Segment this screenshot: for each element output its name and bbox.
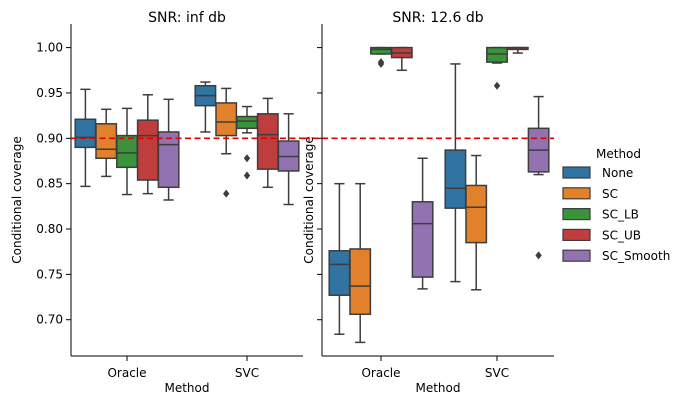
- panel-title-snr-12-6: SNR: 12.6 db: [392, 10, 483, 26]
- legend-label-none: None: [602, 166, 633, 180]
- y-tick-label: 0.80: [36, 222, 63, 236]
- box-sc-lb-oracle: [116, 107, 138, 196]
- box-sc-smooth-svc: [527, 95, 550, 260]
- y-tick-label: 1.00: [36, 41, 63, 55]
- y-axis-label-left: Conditional coverage: [10, 136, 24, 263]
- y-tick-label: 0.70: [36, 313, 63, 327]
- legend-swatch-sc-smooth: [562, 249, 591, 262]
- y-tick-label: 0.95: [36, 86, 63, 100]
- box-sc-oracle: [349, 182, 372, 344]
- outlier-point: [535, 251, 542, 260]
- legend-label-sc-ub: SC_UB: [602, 228, 641, 242]
- box-body: [236, 115, 258, 130]
- box-body: [157, 131, 180, 189]
- box-body: [136, 119, 159, 181]
- box-body: [256, 113, 279, 170]
- box-body: [328, 250, 351, 296]
- box-sc-svc: [465, 154, 488, 291]
- x-axis-label-left: Method: [164, 381, 209, 395]
- box-body: [116, 134, 138, 169]
- y-tick-label: 0.85: [36, 177, 63, 191]
- panel-snr-inf: SNR: inf db 0.70 0.75 0.80 0.85 0.90 0.95 1.00…: [10, 10, 303, 395]
- outlier-point: [223, 189, 230, 198]
- legend-label-sc: SC: [602, 187, 618, 201]
- panel-title-snr-inf: SNR: inf db: [148, 10, 226, 26]
- legend-label-sc-smooth: SC_Smooth: [602, 249, 670, 263]
- box-body: [370, 46, 392, 55]
- box-body: [486, 46, 508, 63]
- box-sc-ub-svc: [506, 46, 529, 54]
- box-body: [465, 184, 488, 244]
- box-sc-oracle: [95, 108, 118, 178]
- panel-snr-12-6: SNR: 12.6 db Oracle SVC Method Conditiona…: [302, 10, 554, 395]
- outlier-point: [243, 171, 251, 180]
- box-body: [95, 123, 118, 160]
- outlier-point: [243, 154, 251, 163]
- legend-swatch-sc-lb: [562, 208, 591, 221]
- box-sc-smooth-svc: [277, 113, 300, 206]
- box-none-svc: [194, 81, 217, 133]
- box-none-svc: [444, 63, 467, 283]
- x-tick-label: SVC: [235, 366, 259, 380]
- y-tick-label: 0.75: [36, 267, 63, 281]
- x-tick-label: SVC: [485, 366, 509, 380]
- box-sc-lb-svc: [486, 46, 508, 90]
- box-sc-svc: [215, 87, 238, 198]
- legend-title: Method: [596, 147, 641, 161]
- legend-swatch-sc: [562, 187, 591, 200]
- box-body: [349, 248, 372, 316]
- legend-label-sc-lb: SC_LB: [602, 208, 639, 222]
- plot-area-left: 0.70 0.75 0.80 0.85 0.90 0.95 1.00 Oracle SVC: [36, 24, 303, 380]
- box-body: [215, 102, 238, 137]
- box-body: [411, 201, 434, 278]
- box-sc-ub-svc: [256, 97, 279, 189]
- y-axis-label-right: Conditional coverage: [302, 136, 316, 263]
- box-sc-ub-oracle: [136, 94, 159, 195]
- box-none-oracle: [74, 88, 97, 188]
- plot-area-right: Oracle SVC: [317, 24, 554, 380]
- box-sc-lb-oracle: [370, 46, 392, 68]
- box-sc-smooth-oracle: [157, 98, 180, 201]
- box-none-oracle: [328, 182, 351, 335]
- legend-items: None SC SC_LB SC_UB SC_Smooth: [562, 166, 670, 263]
- box-body: [444, 149, 467, 209]
- legend-swatch-sc-ub: [562, 228, 591, 241]
- outlier-point: [493, 81, 501, 90]
- box-sc-ub-oracle: [390, 46, 413, 72]
- box-body: [74, 118, 97, 149]
- outlier-point: [377, 58, 385, 67]
- x-tick-label: Oracle: [361, 366, 400, 380]
- y-tick-label: 0.90: [36, 131, 63, 145]
- legend-swatch-none: [562, 166, 591, 179]
- legend: Method None SC SC_LB SC_UB SC_Smooth: [562, 147, 670, 263]
- x-axis-label-right: Method: [415, 381, 460, 395]
- box-sc-smooth-oracle: [411, 157, 434, 290]
- box-sc-lb-svc: [236, 105, 258, 180]
- x-tick-label: Oracle: [107, 366, 146, 380]
